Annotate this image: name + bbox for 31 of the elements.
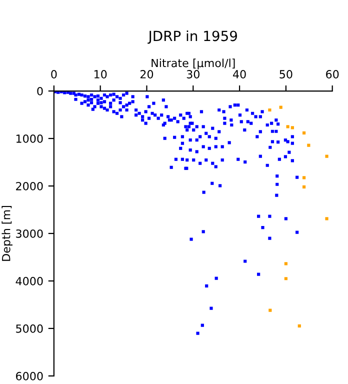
y-tick-label: 0 bbox=[37, 86, 43, 96]
x-tick-label: 60 bbox=[326, 70, 339, 78]
point bbox=[268, 308, 272, 312]
y-tick-label: 6000 bbox=[16, 372, 43, 380]
point bbox=[279, 106, 282, 109]
point bbox=[302, 131, 306, 135]
x-tick-label: 0 bbox=[51, 70, 57, 78]
point bbox=[302, 185, 306, 189]
x-tick-label: 10 bbox=[94, 70, 107, 78]
point bbox=[325, 154, 328, 158]
point bbox=[284, 262, 288, 266]
point bbox=[286, 125, 290, 128]
y-tick-label: 1000 bbox=[16, 134, 43, 143]
point bbox=[307, 144, 310, 147]
point bbox=[298, 324, 301, 328]
point bbox=[268, 108, 272, 112]
point bbox=[325, 217, 328, 220]
y-tick-label: 2000 bbox=[16, 182, 43, 190]
x-tick-label: 30 bbox=[186, 70, 200, 78]
y-tick-label: 4000 bbox=[16, 276, 43, 286]
x-tick-label: 40 bbox=[233, 70, 246, 78]
point bbox=[302, 176, 306, 180]
y-axis-title: Depth [m] bbox=[2, 206, 12, 261]
point bbox=[284, 277, 288, 280]
x-tick-label: 20 bbox=[140, 70, 154, 78]
point bbox=[290, 126, 294, 130]
y-tick-label: 5000 bbox=[16, 324, 43, 333]
chart-title: JDRP in 1959 bbox=[148, 30, 237, 44]
x-tick-label: 50 bbox=[280, 70, 292, 78]
x-axis-title: Nitrate [µmol/l] bbox=[152, 58, 235, 70]
y-tick-label: 3000 bbox=[16, 229, 43, 238]
